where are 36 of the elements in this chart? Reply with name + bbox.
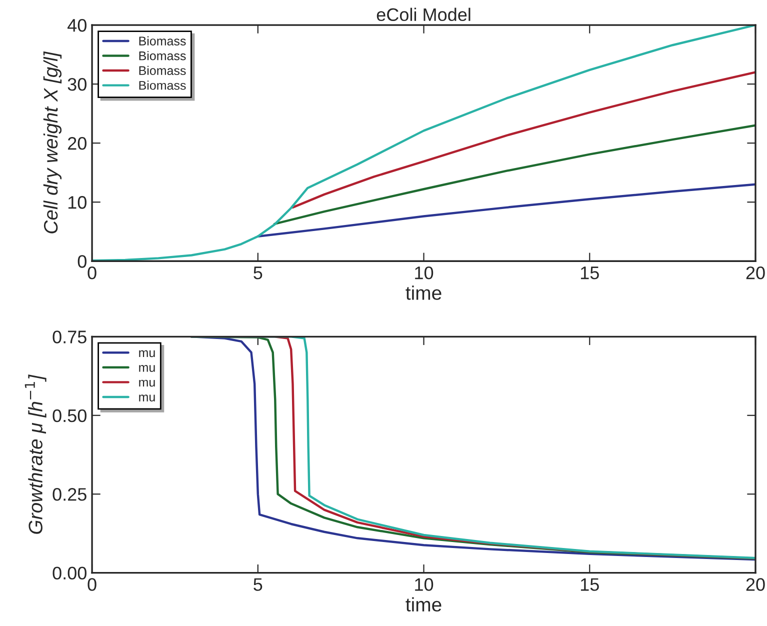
y-tick-label: 40	[68, 18, 86, 32]
x-tick-label: 10	[415, 266, 434, 280]
y-tick-label: 0.75	[52, 330, 86, 344]
legend-label: mu	[139, 380, 155, 387]
y-tick-label: 0.50	[52, 409, 86, 422]
y-axis-title: Cell dry weight X [g/l]	[43, 51, 62, 234]
x-tick-label: 5	[254, 578, 262, 591]
x-axis-title: time	[406, 286, 442, 300]
line-series	[256, 183, 756, 238]
x-tick-label: 20	[746, 578, 765, 591]
x-tick-label: 10	[415, 578, 434, 591]
y-tick-label: 0	[78, 255, 86, 268]
x-tick-label: 20	[746, 266, 765, 280]
legend-label: mu	[139, 350, 155, 358]
y-tick-label: 20	[68, 137, 86, 150]
legend-label: mu	[139, 394, 155, 402]
legend-label: Biomass	[139, 66, 186, 76]
x-tick-label: 5	[254, 266, 262, 280]
line-series	[273, 124, 756, 226]
x-tick-label: 15	[580, 578, 599, 591]
x-tick-label: 0	[88, 578, 96, 591]
x-axis-title: time	[406, 597, 442, 612]
x-tick-label: 15	[580, 266, 599, 280]
y-tick-label: 0.25	[52, 488, 86, 501]
line-series	[92, 25, 756, 262]
y-axis-title: Growthrate μ [h$^{−1}$]	[24, 374, 46, 534]
legend-label: mu	[139, 365, 155, 372]
y-tick-label: 0.00	[52, 566, 86, 580]
y-tick-label: 10	[68, 196, 86, 209]
y-tick-label: 30	[68, 78, 86, 91]
x-tick-label: 0	[88, 266, 96, 280]
line-series	[292, 71, 756, 209]
legend-label: Biomass	[139, 80, 186, 90]
legend-label: Biomass	[139, 36, 186, 46]
legend-label: Biomass	[139, 51, 186, 60]
chart-title: eColi Model	[376, 8, 470, 22]
